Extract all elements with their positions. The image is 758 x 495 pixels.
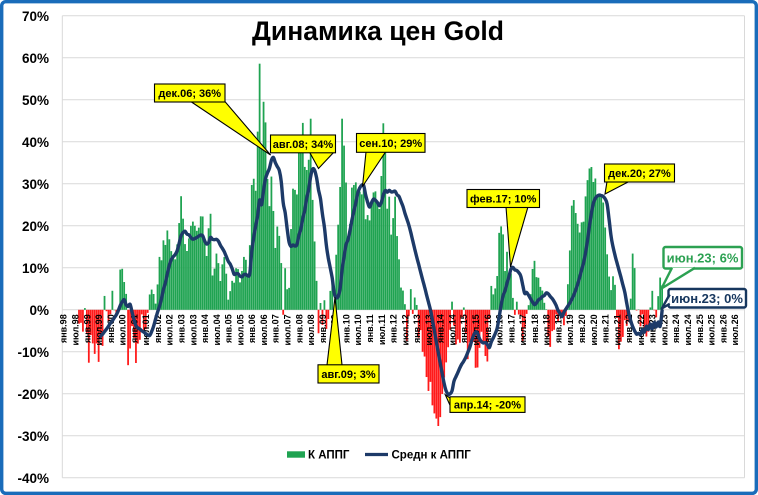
svg-text:июл.03: июл.03 [188, 314, 198, 345]
svg-text:янв.24: янв.24 [671, 314, 681, 343]
svg-text:июн.23; 0%: июн.23; 0% [671, 291, 743, 306]
svg-text:июл.21: июл.21 [612, 314, 622, 345]
svg-text:янв.99: янв.99 [82, 314, 92, 343]
svg-text:июл.20: июл.20 [589, 314, 599, 345]
svg-text:янв.05: янв.05 [224, 314, 234, 343]
svg-text:фев.17; 10%: фев.17; 10% [470, 194, 537, 206]
svg-text:янв.18: янв.18 [530, 314, 540, 343]
svg-text:июл.15: июл.15 [471, 314, 481, 345]
svg-text:янв.14: янв.14 [436, 314, 446, 343]
svg-text:-30%: -30% [17, 429, 49, 444]
svg-text:30%: 30% [22, 177, 49, 192]
svg-text:янв.12: янв.12 [389, 314, 399, 343]
svg-text:июл.08: июл.08 [306, 314, 316, 345]
svg-text:июл.11: июл.11 [377, 314, 387, 345]
svg-text:янв.19: янв.19 [554, 314, 564, 343]
svg-text:янв.10: янв.10 [341, 314, 351, 343]
svg-text:июл.23: июл.23 [660, 314, 670, 345]
svg-text:июл.13: июл.13 [424, 314, 434, 345]
svg-text:июл.10: июл.10 [353, 314, 363, 345]
svg-text:янв.04: янв.04 [200, 314, 210, 343]
svg-text:июл.99: июл.99 [94, 314, 104, 345]
svg-text:50%: 50% [22, 93, 49, 108]
svg-text:авг.08; 34%: авг.08; 34% [273, 139, 334, 151]
svg-text:июл.04: июл.04 [212, 314, 222, 345]
svg-text:янв.22: янв.22 [624, 314, 634, 343]
svg-text:июл.14: июл.14 [447, 314, 457, 345]
svg-text:июл.18: июл.18 [542, 314, 552, 345]
svg-text:апр.14; -20%: апр.14; -20% [454, 400, 521, 412]
svg-text:60%: 60% [22, 51, 49, 66]
svg-text:янв.09: янв.09 [318, 314, 328, 343]
svg-text:янв.03: янв.03 [177, 314, 187, 343]
svg-text:Средн к АППГ: Средн к АППГ [392, 450, 472, 462]
svg-text:дек.20; 27%: дек.20; 27% [608, 168, 671, 180]
svg-text:июл.00: июл.00 [118, 314, 128, 345]
svg-text:-40%: -40% [17, 471, 49, 486]
svg-text:янв.11: янв.11 [365, 314, 375, 342]
svg-text:июл.05: июл.05 [235, 314, 245, 345]
svg-text:июл.07: июл.07 [283, 314, 293, 345]
svg-text:июл.16: июл.16 [495, 314, 505, 345]
svg-text:янв.13: янв.13 [412, 314, 422, 343]
svg-text:янв.06: янв.06 [247, 314, 257, 343]
svg-text:янв.17: янв.17 [506, 314, 516, 343]
svg-text:40%: 40% [22, 135, 49, 150]
svg-text:янв.26: янв.26 [718, 314, 728, 343]
svg-text:июл.06: июл.06 [259, 314, 269, 345]
svg-text:10%: 10% [22, 261, 49, 276]
svg-text:-20%: -20% [17, 387, 49, 402]
svg-text:-10%: -10% [17, 345, 49, 360]
svg-text:июл.25: июл.25 [707, 314, 717, 345]
svg-text:янв.16: янв.16 [483, 314, 493, 343]
svg-text:июл.98: июл.98 [71, 314, 81, 345]
svg-text:0%: 0% [29, 303, 49, 318]
svg-text:июл.12: июл.12 [400, 314, 410, 345]
svg-text:70%: 70% [22, 9, 49, 24]
svg-text:янв.98: янв.98 [59, 314, 69, 343]
svg-text:янв.00: янв.00 [106, 314, 116, 343]
svg-text:авг.09; 3%: авг.09; 3% [321, 369, 375, 381]
svg-text:янв.07: янв.07 [271, 314, 281, 343]
svg-text:янв.08: янв.08 [294, 314, 304, 343]
svg-text:июл.17: июл.17 [518, 314, 528, 345]
svg-text:янв.25: янв.25 [695, 314, 705, 343]
svg-text:янв.20: янв.20 [577, 314, 587, 343]
svg-text:июл.24: июл.24 [683, 314, 693, 345]
svg-text:июл.26: июл.26 [730, 314, 740, 345]
svg-text:янв.15: янв.15 [459, 314, 469, 343]
svg-text:янв.01: янв.01 [129, 314, 139, 343]
svg-text:янв.21: янв.21 [601, 314, 611, 343]
svg-text:Динамика цен Gold: Динамика цен Gold [252, 16, 504, 46]
svg-text:янв.02: янв.02 [153, 314, 163, 343]
svg-text:июл.19: июл.19 [565, 314, 575, 345]
svg-text:июн.23; 6%: июн.23; 6% [667, 251, 739, 266]
svg-text:сен.10; 29%: сен.10; 29% [359, 138, 422, 150]
svg-text:дек.06; 36%: дек.06; 36% [158, 88, 221, 100]
svg-text:июл.02: июл.02 [165, 314, 175, 345]
svg-text:20%: 20% [22, 219, 49, 234]
svg-text:июл.01: июл.01 [141, 314, 151, 345]
svg-text:К АППГ: К АППГ [308, 450, 350, 462]
